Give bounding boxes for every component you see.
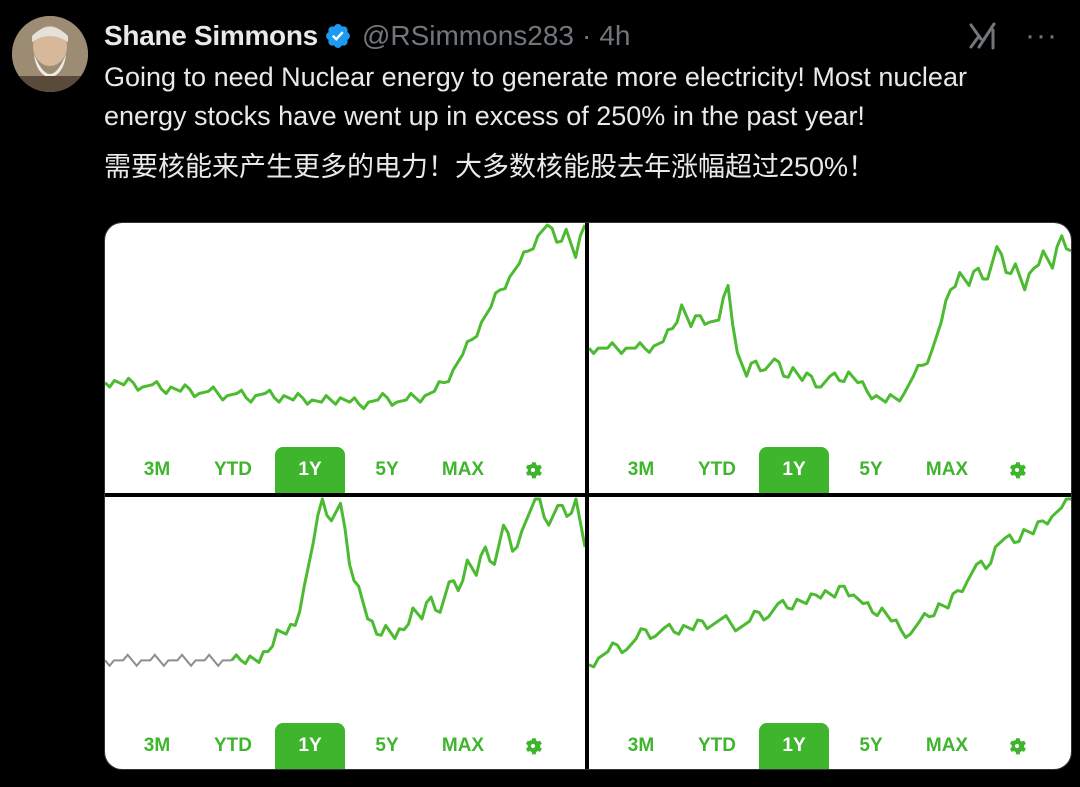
- author-name[interactable]: Shane Simmons: [104, 20, 318, 51]
- range-button-5y[interactable]: 5Y: [375, 735, 399, 756]
- tweet-actions: ···: [967, 20, 1058, 52]
- range-button-max[interactable]: MAX: [441, 735, 485, 756]
- range-button-5y[interactable]: 5Y: [859, 735, 883, 756]
- gear-icon[interactable]: [1006, 735, 1028, 757]
- stock-chart-panel-3[interactable]: 3M YTD 1Y 5Y MAX: [105, 497, 585, 769]
- price-chart: [105, 223, 585, 411]
- price-line: [589, 497, 1071, 669]
- range-button-ytd[interactable]: YTD: [214, 735, 252, 756]
- range-button-3m[interactable]: 3M: [627, 735, 655, 756]
- price-chart: [105, 497, 585, 668]
- stock-chart-panel-2[interactable]: 3M YTD 1Y 5Y MAX: [589, 223, 1071, 493]
- range-button-ytd[interactable]: YTD: [698, 735, 736, 756]
- tweet-media-grid[interactable]: 3M YTD 1Y 5Y MAX 3M YTD 1Y 5Y MAX 3M YTD 1Y 5Y MAX 3…: [104, 222, 1072, 770]
- price-line: [589, 234, 1071, 404]
- price-chart: [589, 497, 1071, 669]
- tweet-header: Shane Simmons @RSimmons283 · 4h: [104, 18, 630, 54]
- price-line: [105, 223, 585, 411]
- verified-badge-icon: [325, 24, 350, 48]
- range-button-1y[interactable]: 1Y: [759, 723, 829, 769]
- range-button-max[interactable]: MAX: [441, 459, 485, 480]
- price-line: [230, 497, 585, 666]
- tweet-text-chinese: 需要核能来产生更多的电力！大多数核能股去年涨幅超过250%！: [104, 152, 876, 182]
- range-button-1y[interactable]: 1Y: [759, 447, 829, 493]
- range-button-max[interactable]: MAX: [925, 459, 969, 480]
- range-button-3m[interactable]: 3M: [143, 735, 171, 756]
- range-selector: 3M YTD 1Y 5Y MAX: [589, 723, 1071, 769]
- timestamp[interactable]: 4h: [599, 20, 631, 51]
- price-line-inactive: [105, 653, 232, 668]
- more-icon[interactable]: ···: [1025, 19, 1058, 52]
- price-chart: [589, 234, 1071, 404]
- gear-icon[interactable]: [1006, 459, 1028, 481]
- range-button-ytd[interactable]: YTD: [698, 459, 736, 480]
- stock-chart-panel-4[interactable]: 3M YTD 1Y 5Y MAX: [589, 497, 1071, 769]
- range-button-3m[interactable]: 3M: [627, 459, 655, 480]
- range-button-3m[interactable]: 3M: [143, 459, 171, 480]
- grok-icon[interactable]: [967, 20, 999, 52]
- avatar[interactable]: [12, 16, 88, 92]
- range-button-max[interactable]: MAX: [925, 735, 969, 756]
- range-selector: 3M YTD 1Y 5Y MAX: [105, 447, 585, 493]
- separator-dot: ·: [582, 20, 592, 51]
- range-button-5y[interactable]: 5Y: [859, 459, 883, 480]
- author-handle[interactable]: @RSimmons283: [361, 20, 574, 51]
- gear-icon[interactable]: [522, 735, 544, 757]
- range-button-ytd[interactable]: YTD: [214, 459, 252, 480]
- range-selector: 3M YTD 1Y 5Y MAX: [105, 723, 585, 769]
- tweet-text-english: Going to need Nuclear energy to generate…: [104, 62, 967, 131]
- range-button-5y[interactable]: 5Y: [375, 459, 399, 480]
- stock-chart-panel-1[interactable]: 3M YTD 1Y 5Y MAX: [105, 223, 585, 493]
- range-button-1y[interactable]: 1Y: [275, 723, 345, 769]
- gear-icon[interactable]: [522, 459, 544, 481]
- range-button-1y[interactable]: 1Y: [275, 447, 345, 493]
- range-selector: 3M YTD 1Y 5Y MAX: [589, 447, 1071, 493]
